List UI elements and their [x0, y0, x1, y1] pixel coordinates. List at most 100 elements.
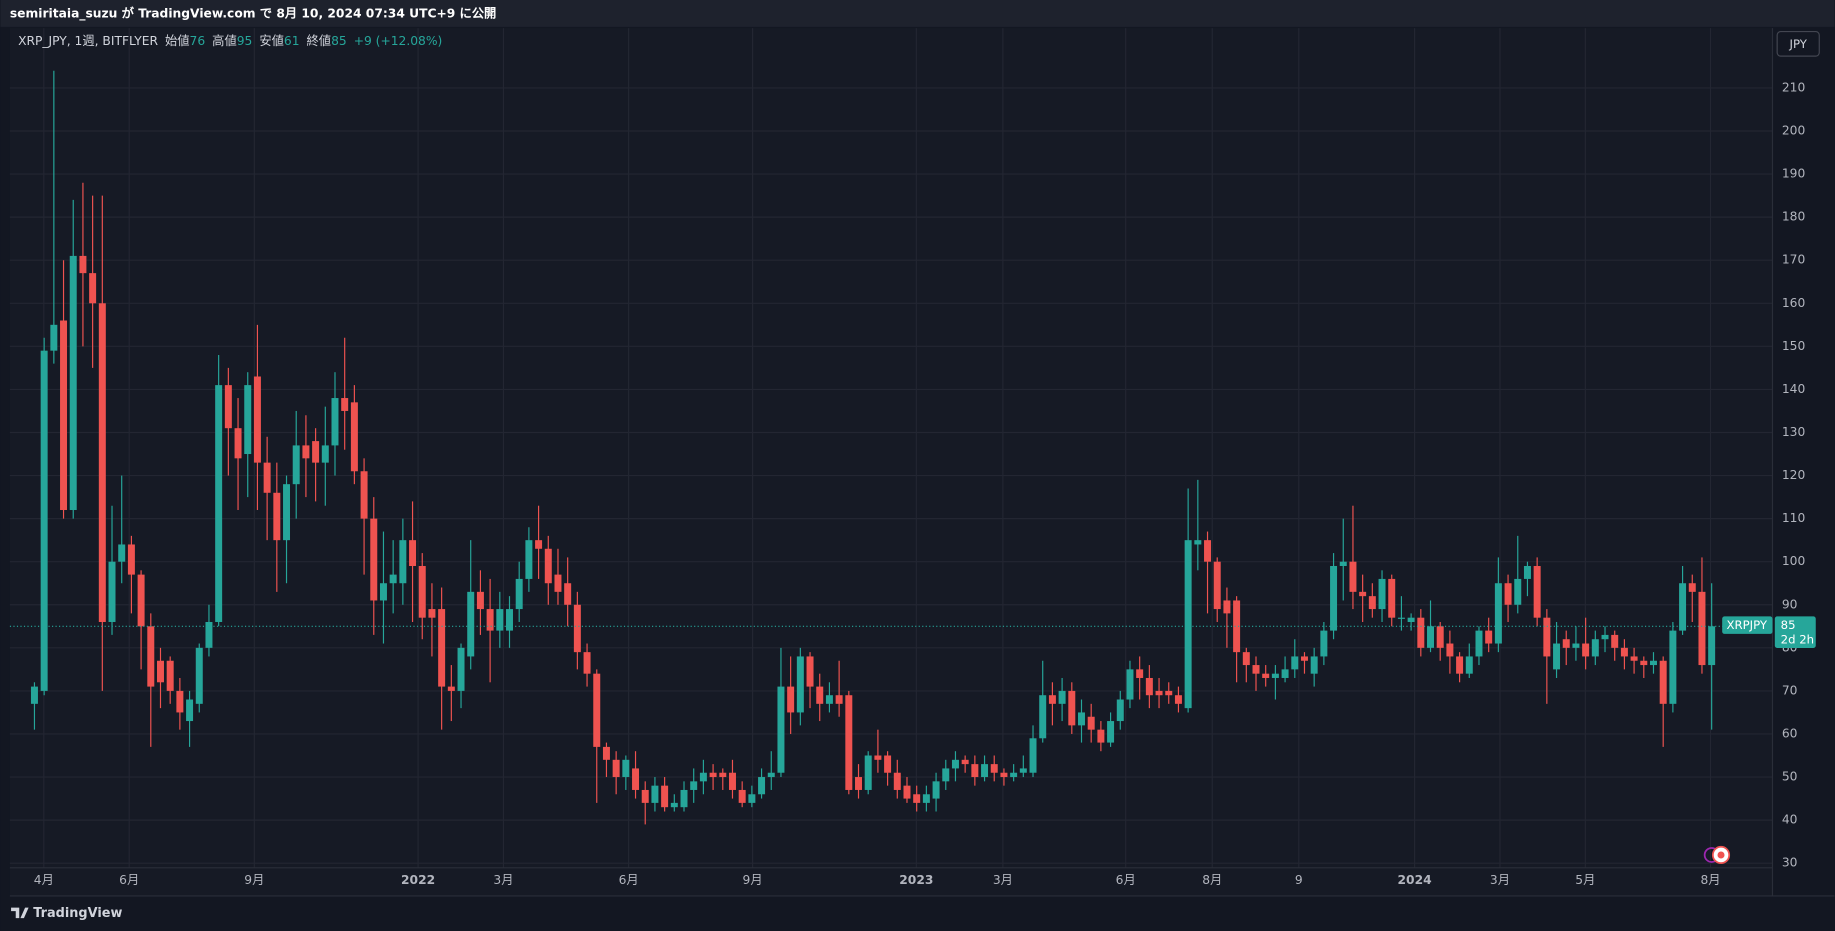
- currency-button[interactable]: [1776, 30, 1820, 57]
- y-tick-label: 180: [1782, 210, 1805, 224]
- candle-body: [1553, 643, 1561, 670]
- candle-body: [922, 794, 930, 803]
- candle-body: [913, 794, 921, 803]
- candle-body: [1611, 634, 1619, 648]
- candle-body: [651, 785, 659, 803]
- x-tick-label: 3月: [1490, 873, 1510, 887]
- candle-body: [622, 759, 630, 778]
- candle-body: [1562, 639, 1570, 648]
- candle-body: [438, 609, 446, 687]
- candle-body: [399, 540, 407, 584]
- candle-body: [1378, 578, 1386, 610]
- y-tick-label: 30: [1782, 856, 1798, 870]
- x-tick-label: 2023: [899, 873, 933, 887]
- candle-body: [1019, 768, 1027, 773]
- candle-body: [1165, 690, 1173, 696]
- candle-body: [855, 777, 863, 790]
- candle-body: [1116, 699, 1124, 722]
- candle-body: [176, 690, 184, 713]
- candle-body: [1397, 617, 1405, 619]
- candle-body: [1281, 669, 1289, 678]
- candle-body: [825, 695, 833, 704]
- y-tick-label: 100: [1782, 554, 1805, 568]
- legend-high-label: 高値: [212, 32, 237, 47]
- y-tick-label: 70: [1782, 683, 1798, 697]
- candle-body: [1097, 729, 1105, 743]
- candle-body: [632, 768, 640, 790]
- candle-body: [1514, 578, 1522, 605]
- candle-body: [932, 781, 940, 799]
- candle-body: [1456, 656, 1464, 674]
- y-tick-label: 110: [1782, 511, 1805, 525]
- currency-label[interactable]: JPY: [1789, 37, 1808, 51]
- candle-body: [690, 781, 698, 790]
- candle-body: [496, 609, 504, 631]
- candle-body: [360, 471, 368, 519]
- candle-body: [1465, 656, 1473, 674]
- candle-body: [302, 445, 310, 459]
- candle-body: [535, 540, 543, 549]
- candle-body: [767, 772, 775, 778]
- x-tick-label: 8月: [1700, 873, 1720, 887]
- candle-body: [244, 385, 252, 455]
- candle-body: [981, 764, 989, 778]
- candle-body: [1300, 656, 1308, 661]
- candle-body: [951, 759, 959, 769]
- legend-close: 85: [331, 33, 347, 47]
- candle-body: [467, 591, 475, 657]
- legend-open: 76: [190, 33, 206, 47]
- candle-body: [728, 772, 736, 790]
- candle-body: [573, 604, 581, 653]
- candles: [9, 70, 1773, 825]
- candle-body: [1078, 712, 1085, 726]
- x-tick-label: 9月: [743, 873, 763, 887]
- y-tick-label: 160: [1782, 296, 1805, 310]
- candle-body: [709, 772, 717, 778]
- publish-info: semiritaia_suzu が TradingView.com で 8月 1…: [10, 6, 496, 22]
- candle-body: [1242, 652, 1250, 666]
- candle-body: [428, 609, 436, 618]
- candle-body: [1174, 695, 1182, 704]
- candle-body: [418, 566, 426, 618]
- candle-body: [1446, 643, 1454, 657]
- candle-body: [515, 578, 523, 610]
- brand: TradingView: [33, 906, 122, 921]
- candle-body: [195, 647, 203, 704]
- candle-body: [1291, 656, 1299, 670]
- x-tick-label: 2024: [1398, 873, 1432, 887]
- candle-body: [1310, 656, 1318, 674]
- candle-body: [893, 772, 901, 790]
- candle-body: [1475, 630, 1483, 657]
- candle-body: [234, 428, 242, 459]
- footer-logo: TradingView: [11, 906, 122, 921]
- candle-body: [156, 660, 164, 683]
- legend-symbol: XRP_JPY, 1週, BITFLYER: [18, 33, 158, 47]
- candle-body: [447, 686, 455, 691]
- candle-body: [205, 621, 213, 648]
- y-tick-label: 190: [1782, 167, 1805, 181]
- candle-body: [1058, 690, 1066, 704]
- candle-body: [1359, 591, 1367, 597]
- candle-body: [564, 583, 572, 605]
- candle-body: [554, 574, 562, 592]
- candle-body: [186, 699, 194, 722]
- candle-body: [1504, 583, 1512, 605]
- candle-body: [486, 609, 494, 631]
- candle-body: [1630, 656, 1638, 661]
- candle-body: [1688, 583, 1696, 592]
- candle-body: [942, 768, 950, 782]
- candle-body: [787, 686, 795, 713]
- y-tick-label: 150: [1782, 339, 1805, 353]
- y-tick-label: 90: [1782, 597, 1798, 611]
- candle-body: [1136, 669, 1144, 678]
- candle-body: [1126, 669, 1134, 700]
- candle-body: [1223, 600, 1231, 614]
- candle-body: [30, 686, 38, 704]
- candle-body: [79, 255, 87, 274]
- candle-body: [796, 656, 804, 713]
- y-tick-label: 40: [1782, 813, 1798, 827]
- candle-body: [1407, 617, 1415, 622]
- candle-body: [60, 320, 68, 511]
